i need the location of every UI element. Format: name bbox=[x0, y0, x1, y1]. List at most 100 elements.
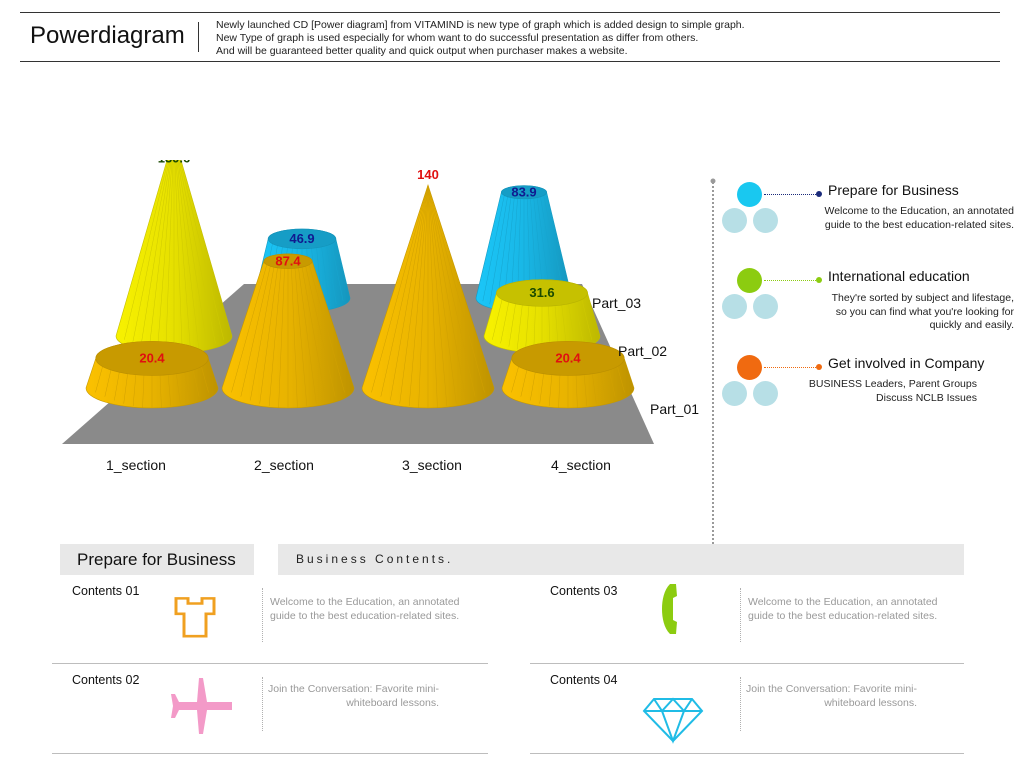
cone-stripe bbox=[95, 362, 105, 393]
cone-stripe bbox=[511, 362, 521, 393]
contents-label: Contents 02 bbox=[72, 673, 140, 687]
section-bar: Business Contents. bbox=[278, 544, 964, 575]
cone-stripe bbox=[321, 245, 330, 307]
cone-stripe bbox=[231, 262, 268, 393]
cone-stripe bbox=[530, 369, 537, 401]
header-top-rule bbox=[20, 12, 1000, 13]
section-title: Prepare for Business bbox=[60, 544, 254, 575]
legend-dot bbox=[816, 191, 822, 197]
cone-stripe bbox=[132, 160, 170, 344]
cone-stripe bbox=[174, 160, 183, 353]
cone-stripe bbox=[301, 265, 326, 401]
cone-part_02-1_section bbox=[115, 160, 233, 354]
legend-sub-circle bbox=[722, 381, 747, 406]
cone-part_02-4_section bbox=[483, 279, 601, 354]
legend-desc-line: so you can find what you're looking for bbox=[835, 305, 1014, 318]
cone-stripe bbox=[427, 184, 448, 407]
cone-stripe bbox=[500, 298, 510, 344]
legend-connector bbox=[764, 280, 818, 282]
cone-stripe bbox=[399, 184, 429, 404]
cone-stripe bbox=[268, 267, 282, 407]
cone-stripe bbox=[183, 369, 190, 401]
contents-text-line: guide to the best education-related site… bbox=[748, 609, 938, 622]
data-label: 20.4 bbox=[555, 350, 581, 365]
contents-rule bbox=[530, 753, 964, 754]
cone-stripe bbox=[607, 365, 616, 397]
data-label: 87.4 bbox=[275, 253, 301, 268]
cone-stripe bbox=[427, 184, 438, 408]
cone-stripe bbox=[599, 369, 606, 401]
cone-stripe bbox=[583, 373, 588, 407]
cone-stripe bbox=[157, 160, 173, 352]
data-label: 83.9 bbox=[511, 184, 536, 199]
contents-item-02[interactable]: Contents 02 Join the Conversation: Favor… bbox=[52, 667, 488, 754]
cone-stripe bbox=[175, 160, 191, 352]
cone-stripe bbox=[240, 264, 271, 397]
contents-divider bbox=[262, 677, 264, 731]
cone-stripe bbox=[482, 193, 505, 302]
vertical-divider bbox=[712, 182, 716, 544]
cone-stripe bbox=[259, 266, 278, 404]
cone-stripe bbox=[427, 184, 476, 397]
cone-part_01-3_section bbox=[361, 184, 495, 409]
cone-stripe bbox=[308, 262, 345, 393]
cone-stripe bbox=[132, 373, 137, 407]
legend-desc: BUSINESS Leaders, Parent Groups Discuss … bbox=[809, 378, 977, 405]
cone-stripe bbox=[558, 375, 561, 408]
legend-title: International education bbox=[828, 268, 970, 284]
cone-top bbox=[511, 341, 625, 376]
legend-item-business: Prepare for Business Welcome to the Educ… bbox=[720, 182, 1020, 262]
header-separator bbox=[198, 22, 199, 52]
legend-desc-line: quickly and easily. bbox=[929, 319, 1014, 331]
contents-label: Contents 04 bbox=[550, 673, 618, 687]
legend-desc-line: BUSINESS Leaders, Parent Groups bbox=[808, 378, 977, 390]
cone-part_01-1_section bbox=[85, 341, 219, 409]
page-title: Powerdiagram bbox=[30, 22, 185, 49]
legend-main-circle bbox=[737, 268, 762, 293]
cone-stripe bbox=[278, 268, 285, 408]
contents-item-03[interactable]: Contents 03 Welcome to the Education, an… bbox=[530, 578, 964, 664]
cone-stripe bbox=[520, 365, 529, 397]
cone-stripe bbox=[123, 371, 129, 404]
airplane-icon bbox=[171, 678, 232, 734]
cone-part_01-2_section bbox=[221, 253, 355, 409]
legend-dot bbox=[816, 364, 822, 370]
cone-stripe bbox=[148, 160, 172, 350]
contents-item-04[interactable]: Contents 04 Join the Conversation: Favor… bbox=[530, 667, 964, 754]
contents-divider bbox=[740, 588, 742, 642]
cone-stripe bbox=[191, 365, 200, 397]
cone-stripe bbox=[325, 243, 337, 305]
cone-stripe bbox=[176, 160, 200, 350]
header-desc-line: And will be guaranteed better quality an… bbox=[216, 45, 628, 57]
cone-stripe bbox=[492, 295, 504, 340]
cone-stripe bbox=[427, 184, 457, 404]
cone-chart: 20.4 87.4 140 20.4 130.6 31.6 46.9 83.9 1_sectio… bbox=[62, 160, 699, 473]
cone-stripe bbox=[591, 371, 597, 404]
cone-stripe bbox=[250, 265, 275, 401]
contents-text-line: whiteboard lessons. bbox=[824, 696, 917, 709]
contents-text: Join the Conversation: Favorite mini- wh… bbox=[746, 683, 917, 710]
diamond-icon bbox=[642, 697, 704, 744]
legend-desc: They're sorted by subject and lifestage,… bbox=[832, 292, 1014, 333]
legend-connector bbox=[764, 367, 818, 369]
legend-desc: Welcome to the Education, an annotated g… bbox=[824, 205, 1014, 232]
legend-desc-line: They're sorted by subject and lifestage, bbox=[831, 292, 1014, 304]
legend-main-circle bbox=[737, 182, 762, 207]
contents-item-01[interactable]: Contents 01 Welcome to the Education, an… bbox=[52, 578, 488, 664]
phone-icon bbox=[662, 584, 677, 634]
cone-stripe bbox=[525, 305, 530, 352]
cone-stripe bbox=[575, 375, 578, 408]
cone-stripe bbox=[159, 375, 162, 408]
contents-text-line: Join the Conversation: Favorite mini- bbox=[268, 683, 439, 695]
cone-stripe bbox=[177, 160, 208, 347]
cone-top bbox=[496, 279, 588, 307]
cone-stripe bbox=[305, 264, 336, 397]
contents-divider bbox=[740, 677, 742, 731]
cone-stripe bbox=[390, 184, 429, 401]
cone-top bbox=[263, 253, 313, 269]
cone-stripe bbox=[615, 362, 625, 393]
contents-text-line: Join the Conversation: Favorite mini- bbox=[746, 683, 917, 695]
legend-main-circle bbox=[737, 355, 762, 380]
cone-stripe bbox=[142, 375, 145, 408]
cone-stripe bbox=[291, 268, 298, 408]
